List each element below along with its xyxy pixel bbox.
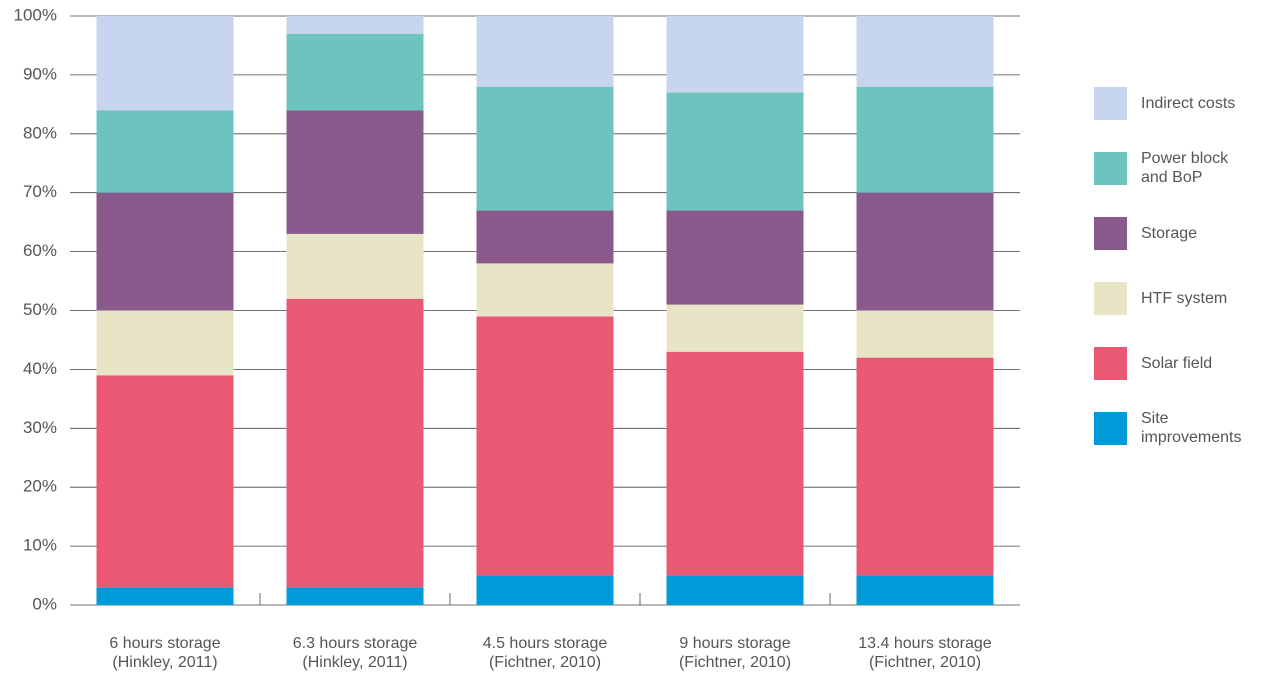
y-tick-label: 60% <box>23 241 57 260</box>
y-tick-label: 10% <box>23 536 57 555</box>
legend-swatch <box>1094 152 1127 185</box>
legend-label: Solar field <box>1141 354 1213 372</box>
legend-swatch <box>1094 412 1127 445</box>
bar-segment <box>476 263 614 317</box>
bar-segment <box>96 310 234 376</box>
bar-segment <box>96 16 234 111</box>
bar-segment <box>856 192 994 311</box>
bar-segment <box>856 310 994 358</box>
bar-segment <box>476 86 614 211</box>
legend-label: HTF system <box>1141 289 1228 307</box>
bar-segment <box>476 16 614 87</box>
x-tick-label: 6 hours storage (Hinkley, 2011) <box>109 635 221 671</box>
legend-label: Storage <box>1141 224 1198 242</box>
bar-segment <box>286 233 424 299</box>
legend-label: Power block and BoP <box>1141 150 1229 186</box>
y-tick-label: 100% <box>14 5 57 24</box>
bar-segment <box>96 110 234 193</box>
legend-swatch <box>1094 217 1127 250</box>
x-tick-label: 4.5 hours storage (Fichtner, 2010) <box>482 635 608 671</box>
y-tick-label: 50% <box>23 300 57 319</box>
bar-segment <box>476 316 614 576</box>
y-tick-label: 80% <box>23 123 57 142</box>
bar-segment <box>96 192 234 311</box>
bar-segment <box>666 304 804 352</box>
y-tick-label: 40% <box>23 359 57 378</box>
y-tick-label: 0% <box>32 594 57 613</box>
x-tick-label: 6.3 hours storage (Hinkley, 2011) <box>292 635 418 671</box>
bar-segment <box>96 587 234 605</box>
x-tick-label: 13.4 hours storage (Fichtner, 2010) <box>858 635 992 671</box>
bar-segment <box>666 92 804 211</box>
bar-segment <box>856 86 994 193</box>
bar-segment <box>666 351 804 576</box>
bar-segment <box>286 33 424 111</box>
bar-segment <box>666 210 804 305</box>
bar-segment <box>476 210 614 264</box>
bar-segment <box>286 298 424 588</box>
legend-swatch <box>1094 282 1127 315</box>
legend-label: Indirect costs <box>1141 94 1236 112</box>
legend-swatch <box>1094 347 1127 380</box>
bar-segment <box>666 16 804 93</box>
bar-segment <box>856 575 994 605</box>
y-tick-label: 90% <box>23 64 57 83</box>
bar-segment <box>856 16 994 87</box>
bar-segment <box>286 16 424 34</box>
bar-segment <box>476 575 614 605</box>
legend-label: Site improvements <box>1141 410 1242 446</box>
x-tick-label: 9 hours storage (Fichtner, 2010) <box>678 635 792 671</box>
bar-segment <box>96 375 234 588</box>
bar-segment <box>666 575 804 605</box>
y-tick-label: 30% <box>23 418 57 437</box>
bar-segment <box>286 587 424 605</box>
bar-segment <box>856 357 994 576</box>
y-tick-label: 70% <box>23 182 57 201</box>
legend-swatch <box>1094 87 1127 120</box>
bar-segment <box>286 110 424 234</box>
y-tick-label: 20% <box>23 477 57 496</box>
